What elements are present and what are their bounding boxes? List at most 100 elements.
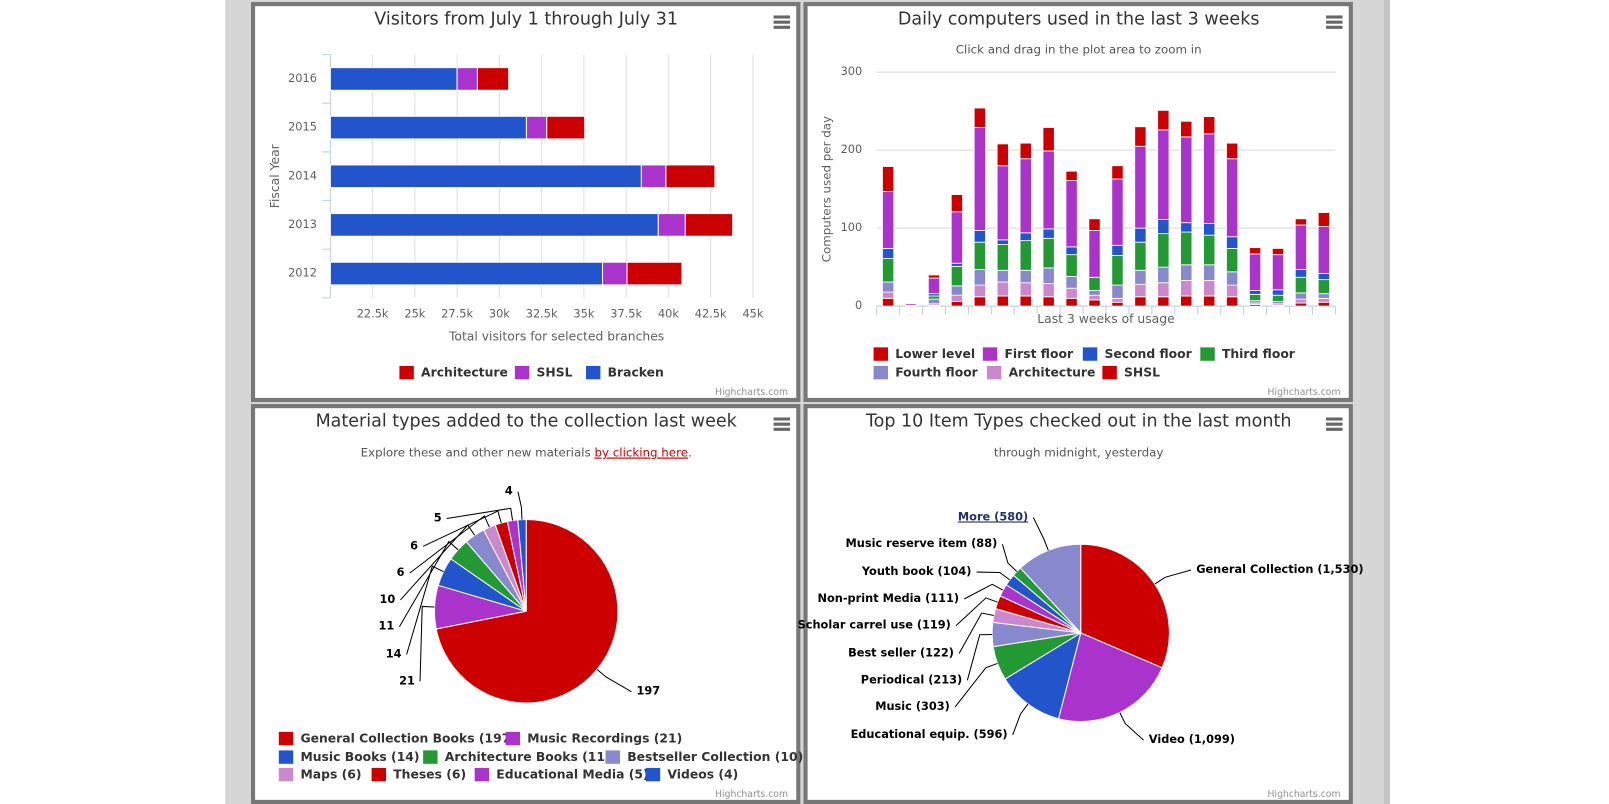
legend-swatch bbox=[645, 767, 661, 782]
leader-line bbox=[517, 491, 523, 520]
column-segment bbox=[1203, 223, 1216, 236]
legend-item[interactable]: Music Recordings (21) bbox=[505, 732, 683, 746]
column-segment bbox=[1042, 127, 1055, 152]
column-segment bbox=[973, 107, 986, 128]
legend-item[interactable]: Architecture Books (11) bbox=[423, 750, 611, 764]
legend-item[interactable]: Third floor bbox=[1200, 347, 1296, 361]
menu-icon-bar bbox=[773, 20, 791, 24]
legend-item[interactable]: Theses (6) bbox=[371, 768, 467, 782]
column-segment bbox=[973, 269, 986, 286]
chart-title: Visitors from July 1 through July 31 bbox=[374, 10, 678, 30]
x-tick-label: 32.5k bbox=[526, 306, 558, 320]
column-segment bbox=[1317, 272, 1330, 281]
pie-slice[interactable] bbox=[1057, 632, 1163, 723]
credits: Highcharts.com bbox=[1268, 387, 1341, 398]
column-segment bbox=[1294, 292, 1308, 300]
column-segment bbox=[1042, 296, 1055, 307]
legend-label: Lower level bbox=[895, 347, 975, 361]
column-segment bbox=[1203, 133, 1216, 224]
legend-item[interactable]: Educational Media (5) bbox=[474, 768, 649, 782]
x-tick-label: 40k bbox=[658, 306, 679, 320]
legend-item[interactable]: First floor bbox=[982, 347, 1074, 361]
column-segment bbox=[1203, 116, 1216, 135]
chart-title: Daily computers used in the last 3 weeks bbox=[898, 10, 1260, 30]
column-segment bbox=[1294, 224, 1308, 270]
leader-line bbox=[422, 510, 502, 547]
bar-segment bbox=[640, 164, 667, 189]
legend-item[interactable]: Architecture bbox=[399, 366, 508, 380]
pie-slice[interactable] bbox=[435, 518, 619, 704]
x-tick-label: 42.5k bbox=[695, 306, 727, 320]
column-segment bbox=[1248, 290, 1262, 295]
column-segment bbox=[1134, 145, 1147, 229]
legend-item[interactable]: Second floor bbox=[1082, 347, 1193, 361]
leader-line bbox=[1032, 517, 1049, 551]
leader-line bbox=[1001, 544, 1018, 572]
column-segment bbox=[1111, 244, 1124, 256]
credits: Highcharts.com bbox=[715, 789, 788, 800]
leader-line bbox=[976, 571, 1011, 581]
column-segment bbox=[1157, 109, 1170, 131]
legend-item[interactable]: Bracken bbox=[585, 365, 664, 380]
subtitle-link[interactable]: by clicking here bbox=[594, 445, 688, 459]
x-tick-label: 22.5k bbox=[357, 306, 389, 320]
legend-label: Architecture bbox=[421, 366, 508, 380]
legend-item[interactable]: Lower level bbox=[873, 347, 976, 361]
legend-item[interactable]: Bestseller Collection (10) bbox=[605, 750, 804, 764]
column-segment bbox=[950, 301, 964, 307]
column-segment bbox=[996, 244, 1009, 271]
column-segment bbox=[1065, 180, 1078, 248]
bar-segment bbox=[476, 67, 510, 91]
legend-item[interactable]: Videos (4) bbox=[645, 767, 739, 782]
column-segment bbox=[1019, 282, 1032, 297]
legend-label: Bestseller Collection (10) bbox=[627, 750, 803, 764]
data-label: Best seller (122) bbox=[848, 646, 954, 660]
data-label: Youth book (104) bbox=[861, 564, 972, 578]
column-segment bbox=[1088, 290, 1101, 296]
column-segment bbox=[1065, 246, 1078, 256]
menu-icon-bar bbox=[1326, 20, 1343, 24]
credits: Highcharts.com bbox=[715, 387, 788, 398]
legend-item[interactable]: Music Books (14) bbox=[278, 750, 420, 764]
column-segment bbox=[1180, 231, 1193, 266]
menu-button[interactable] bbox=[1326, 15, 1343, 29]
data-label: Educational equip. (596) bbox=[851, 727, 1008, 741]
column-segment bbox=[1180, 136, 1193, 224]
legend-item[interactable]: SHSL bbox=[514, 366, 573, 380]
legend-item[interactable]: SHSL bbox=[1102, 366, 1160, 380]
legend-item[interactable]: Maps (6) bbox=[278, 768, 362, 782]
pie-slice[interactable] bbox=[1019, 543, 1082, 635]
column-segment bbox=[996, 281, 1009, 297]
column-segment bbox=[1226, 296, 1239, 307]
menu-button[interactable] bbox=[773, 417, 791, 431]
menu-button[interactable] bbox=[773, 15, 791, 29]
pie-slice[interactable] bbox=[1004, 631, 1082, 720]
y-tick-label: 100 bbox=[841, 220, 863, 234]
legend-item[interactable]: General Collection Books (197) bbox=[278, 731, 516, 746]
menu-button[interactable] bbox=[1326, 417, 1343, 431]
legend-item[interactable]: Architecture bbox=[986, 366, 1095, 380]
x-tick-label: 30k bbox=[489, 306, 510, 320]
legend-swatch bbox=[278, 731, 294, 746]
legend-swatch bbox=[982, 347, 998, 361]
column-segment bbox=[950, 194, 964, 213]
column-segment bbox=[1111, 178, 1124, 246]
legend-label: Theses (6) bbox=[393, 768, 466, 782]
subtitle-text: through midnight, yesterday bbox=[994, 445, 1164, 459]
legend-swatch bbox=[1082, 347, 1098, 361]
menu-icon-bar bbox=[773, 427, 791, 431]
data-label[interactable]: More (580) bbox=[958, 509, 1028, 523]
legend-swatch bbox=[278, 750, 294, 764]
column-segment bbox=[1157, 233, 1170, 268]
leader-line bbox=[966, 634, 993, 681]
column-segment bbox=[1157, 266, 1170, 284]
column-segment bbox=[1019, 295, 1032, 307]
y-tick-label: 300 bbox=[841, 64, 863, 78]
legend-label: Videos (4) bbox=[667, 768, 738, 782]
leader-line bbox=[446, 507, 514, 521]
legend-item[interactable]: Fourth floor bbox=[873, 366, 979, 380]
pie-slice[interactable] bbox=[1080, 543, 1170, 669]
column-segment bbox=[1134, 269, 1147, 285]
legend-swatch bbox=[585, 365, 601, 380]
column-segment bbox=[1294, 218, 1308, 226]
